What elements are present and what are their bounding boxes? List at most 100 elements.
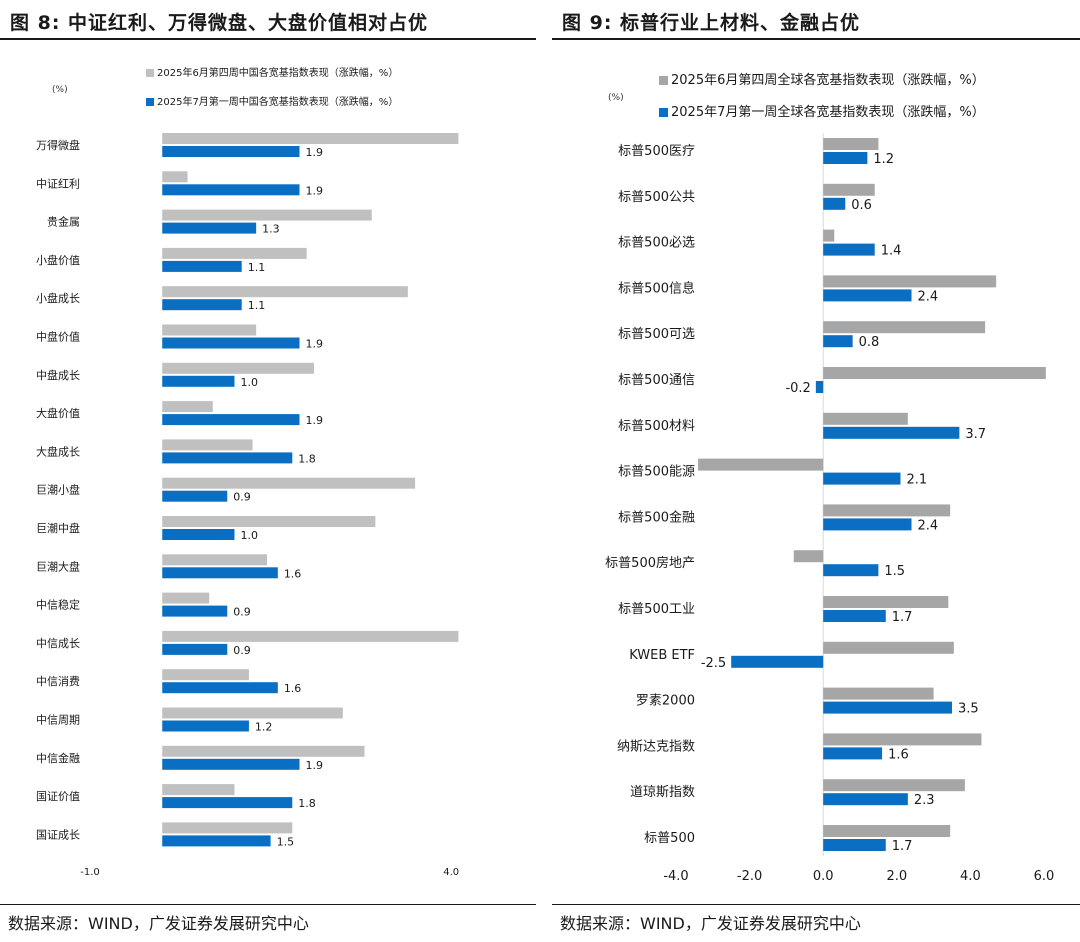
fig9-bar-series1: [823, 779, 965, 792]
fig9-bar-series2: [823, 197, 846, 210]
fig8-category-label: 中信消费: [36, 674, 80, 688]
fig9-data-label: 3.5: [958, 702, 979, 717]
fig8-bar-series1: [162, 171, 188, 183]
fig8-data-label: 1.8: [298, 797, 316, 810]
figure-8-source: 数据来源：WIND，广发证券发展研究中心: [8, 914, 309, 933]
fig8-bar-series1: [162, 745, 365, 757]
fig8-data-label: 1.1: [248, 299, 266, 312]
fig8-bar-series1: [162, 592, 210, 604]
fig8-bar-series2: [162, 643, 228, 655]
fig9-data-label: -0.2: [785, 381, 810, 396]
fig8-bar-series1: [162, 439, 253, 451]
fig9-category-label: 标普500必选: [618, 236, 695, 251]
fig9-bar-series2: [823, 289, 912, 302]
figure-8-title: 图 8: 中证红利、万得微盘、大盘价值相对占优: [10, 12, 429, 34]
fig9-bar-series1: [823, 412, 908, 425]
fig9-legend-swatch-1: [659, 76, 668, 85]
fig8-legend-label-1: 2025年6月第四周中国各宽基指数表现（涨跌幅，%）: [157, 66, 398, 79]
fig9-bar-series2: [823, 839, 886, 851]
fig8-data-label: 1.1: [248, 261, 266, 274]
fig9-bar-series2: [823, 426, 960, 439]
fig8-data-label: 0.9: [233, 606, 251, 619]
fig9-bar-series2: [823, 793, 908, 806]
fig9-bar-series1: [823, 504, 951, 517]
fig9-bar-series1: [698, 458, 824, 471]
fig9-data-label: 1.2: [873, 152, 894, 167]
fig8-bar-series2: [162, 184, 300, 196]
fig8-category-label: 中盘成长: [36, 368, 80, 382]
figure-8-panel: 图 8: 中证红利、万得微盘、大盘价值相对占优 (%) 2025年6月第四周中国各…: [0, 0, 536, 942]
fig8-bar-series2: [162, 835, 271, 847]
fig9-bar-series1: [823, 183, 875, 196]
fig9-bar-series2: [823, 335, 853, 348]
fig9-bar-series1: [823, 733, 982, 746]
fig9-category-label: 标普500工业: [618, 602, 695, 617]
fig9-category-label: 罗素2000: [636, 694, 695, 709]
fig9-category-label: 标普500: [644, 831, 695, 846]
fig9-category-label: KWEB ETF: [629, 648, 695, 663]
fig9-data-label: 1.7: [892, 839, 913, 854]
fig9-category-label: 标普500公共: [618, 190, 695, 205]
fig8-category-label: 小盘价值: [36, 253, 80, 267]
fig8-bar-series2: [162, 146, 300, 157]
fig9-category-label: 道琼斯指数: [630, 785, 695, 800]
fig8-bar-series2: [162, 222, 257, 234]
fig9-category-label: 标普500通信: [618, 373, 695, 388]
fig8-bar-series1: [162, 209, 372, 221]
fig8-category-label: 中信成长: [36, 637, 80, 650]
fig8-data-label: 1.6: [284, 682, 302, 695]
fig8-bar-series2: [162, 567, 278, 579]
fig8-data-label: 1.3: [262, 223, 280, 236]
fig8-data-label: 1.0: [240, 376, 258, 389]
fig9-data-label: 2.3: [914, 793, 935, 808]
fig9-legend-label-1: 2025年6月第四周全球各宽基指数表现（涨跌幅，%）: [671, 72, 985, 88]
fig8-bar-series1: [162, 247, 307, 259]
figure-9-panel: 图 9: 标普行业上材料、金融占优 (%) 2025年6月第四周全球各宽基指数表现…: [552, 0, 1080, 942]
fig8-x-tick-label: -1.0: [80, 867, 100, 878]
fig8-bar-series1: [162, 516, 376, 527]
fig8-data-label: 1.5: [277, 835, 295, 848]
fig8-category-label: 小盘成长: [36, 291, 80, 305]
fig9-data-label: 2.4: [918, 289, 939, 304]
fig8-bar-series2: [162, 375, 235, 387]
fig8-category-label: 大盘价值: [36, 406, 80, 420]
fig8-category-label: 巨潮中盘: [36, 521, 80, 535]
fig9-bar-series1: [793, 550, 824, 563]
fig8-category-label: 中盘价值: [36, 330, 80, 344]
fig8-category-label: 中信金融: [36, 751, 80, 765]
fig8-x-tick-label: 4.0: [443, 867, 459, 878]
fig9-bar-series2: [823, 701, 952, 714]
fig8-bar-series2: [162, 299, 242, 311]
fig8-legend-swatch-1: [146, 69, 154, 77]
fig9-data-label: 2.4: [918, 518, 939, 533]
fig9-category-label: 标普500医疗: [618, 144, 695, 159]
fig9-data-label: 0.8: [859, 335, 880, 350]
fig9-data-label: 1.6: [888, 747, 909, 762]
fig8-bar-series2: [162, 414, 300, 426]
fig9-data-label: -2.5: [701, 656, 726, 671]
fig9-bar-series2: [823, 564, 879, 577]
fig9-data-label: 1.5: [884, 564, 905, 579]
fig8-bar-series1: [162, 401, 213, 413]
figure-9-title: 图 9: 标普行业上材料、金融占优: [562, 12, 861, 34]
fig8-data-label: 1.9: [306, 338, 324, 351]
fig8-legend-label-2: 2025年7月第一周中国各宽基指数表现（涨跌幅，%）: [157, 95, 398, 108]
fig8-bar-series2: [162, 529, 235, 540]
fig8-data-label: 1.6: [284, 567, 302, 580]
fig9-x-tick-label: 0.0: [813, 869, 834, 884]
fig9-category-label: 标普500信息: [618, 280, 695, 296]
figure-9-bottom-rule: [552, 904, 1080, 905]
fig9-bar-series2: [815, 381, 824, 393]
fig9-bar-series2: [823, 152, 868, 164]
fig8-y-unit-label: (%): [52, 85, 68, 95]
fig8-bar-series2: [162, 490, 228, 502]
fig9-bar-series2: [823, 610, 886, 622]
fig9-x-tick-label: -2.0: [737, 869, 762, 884]
fig8-bar-series1: [162, 324, 257, 336]
fig8-data-label: 0.9: [233, 491, 251, 504]
fig8-bar-series1: [162, 822, 293, 834]
fig9-category-label: 标普500材料: [618, 419, 695, 434]
fig8-data-label: 0.9: [233, 644, 251, 657]
fig9-x-tick-label: 2.0: [886, 869, 907, 884]
fig8-data-label: 1.2: [255, 721, 273, 734]
